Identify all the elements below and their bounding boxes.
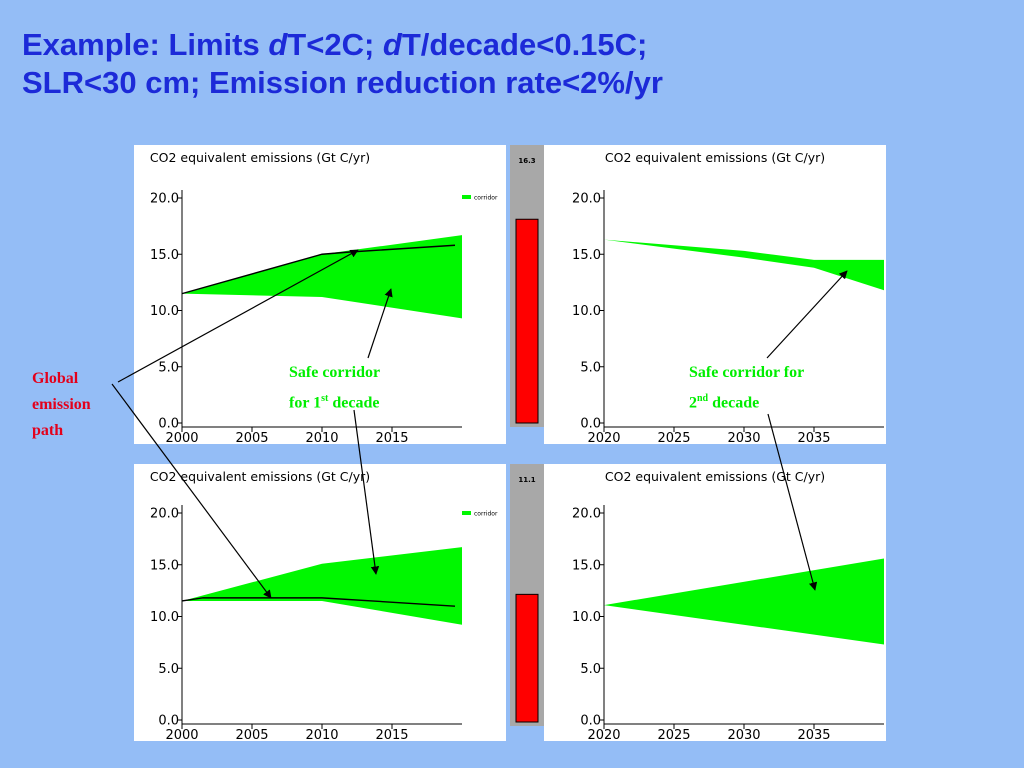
x-tick-label: 2010: [305, 728, 338, 743]
safe-corridor-band: [182, 547, 462, 625]
x-tick-label: 2000: [165, 728, 198, 743]
x-tick-label: 2015: [375, 728, 408, 743]
chart-bottom-left: CO2 equivalent emissions (Gt C/yr) 0.0 5.0…: [134, 464, 506, 743]
y-tick-label: 15.0: [572, 248, 601, 263]
safe-corridor-band: [604, 239, 884, 291]
y-tick-label: 10.0: [572, 304, 601, 319]
x-tick-label: 2005: [235, 728, 268, 743]
x-tick-label: 2020: [587, 431, 620, 446]
y-tick-label: 0.0: [158, 417, 179, 432]
y-tick-label: 0.0: [158, 714, 179, 729]
x-tick-label: 2020: [587, 728, 620, 743]
y-tick-label: 0.0: [580, 714, 601, 729]
legend-label: corridor: [474, 195, 498, 202]
x-tick-label: 2005: [235, 431, 268, 446]
y-tick-label: 20.0: [150, 192, 179, 207]
annotation-global-emission-path: Global emission path: [32, 366, 91, 444]
x-tick-label: 2010: [305, 431, 338, 446]
gauge-bar: [515, 593, 539, 723]
y-tick-label: 15.0: [572, 558, 601, 573]
x-tick-label: 2035: [797, 431, 830, 446]
y-tick-label: 0.0: [580, 417, 601, 432]
y-tick-label: 5.0: [580, 360, 601, 375]
chart-title: CO2 equivalent emissions (Gt C/yr): [150, 469, 370, 484]
y-tick-label: 20.0: [572, 192, 601, 207]
title-line-2: SLR<30 cm; Emission reduction rate<2%/yr: [22, 65, 663, 100]
annotation-global-line-1: Global: [32, 370, 79, 387]
y-tick-label: 5.0: [158, 360, 179, 375]
gauge-bar: [515, 218, 539, 424]
chart-title: CO2 equivalent emissions (Gt C/yr): [605, 150, 825, 165]
annotation-safe-corridor-2: Safe corridor for 2nd decade: [689, 360, 804, 416]
y-tick-label: 20.0: [150, 507, 179, 522]
annotation-global-line-3: path: [32, 422, 64, 439]
annotation-corridor1-line-2: for 1st decade: [289, 393, 380, 412]
gauge-value-label: 16.3: [518, 157, 535, 165]
x-tick-label: 2030: [727, 728, 760, 743]
y-tick-label: 10.0: [150, 304, 179, 319]
gauge-top: 16.3: [510, 145, 544, 427]
x-tick-label: 2035: [797, 728, 830, 743]
x-tick-label: 2025: [657, 728, 690, 743]
y-tick-label: 5.0: [580, 662, 601, 677]
gauge-value-label: 11.1: [518, 476, 535, 484]
y-tick-label: 10.0: [572, 610, 601, 625]
annotation-corridor1-line-1: Safe corridor: [289, 364, 381, 381]
title-line-1: Example: Limits dT<2C; dT/decade<0.15C;: [22, 27, 648, 62]
y-tick-label: 5.0: [158, 662, 179, 677]
annotation-safe-corridor-1: Safe corridor for 1st decade: [289, 360, 380, 416]
y-tick-label: 15.0: [150, 248, 179, 263]
legend-swatch: [462, 511, 471, 515]
chart-title: CO2 equivalent emissions (Gt C/yr): [605, 469, 825, 484]
y-tick-label: 15.0: [150, 558, 179, 573]
chart-bottom-right: CO2 equivalent emissions (Gt C/yr) 0.0 5.0…: [544, 464, 886, 743]
x-tick-label: 2000: [165, 431, 198, 446]
annotation-global-line-2: emission: [32, 396, 91, 413]
annotation-corridor2-line-2: 2nd decade: [689, 393, 760, 412]
y-tick-label: 20.0: [572, 507, 601, 522]
gauge-bottom: 11.1: [510, 464, 544, 726]
slide-title: Example: Limits dT<2C; dT/decade<0.15C; …: [22, 26, 663, 102]
x-tick-label: 2030: [727, 431, 760, 446]
x-tick-label: 2025: [657, 431, 690, 446]
x-tick-label: 2015: [375, 431, 408, 446]
legend-label: corridor: [474, 511, 498, 518]
legend-swatch: [462, 195, 471, 199]
annotation-corridor2-line-1: Safe corridor for: [689, 364, 805, 381]
y-tick-label: 10.0: [150, 610, 179, 625]
chart-title: CO2 equivalent emissions (Gt C/yr): [150, 150, 370, 165]
